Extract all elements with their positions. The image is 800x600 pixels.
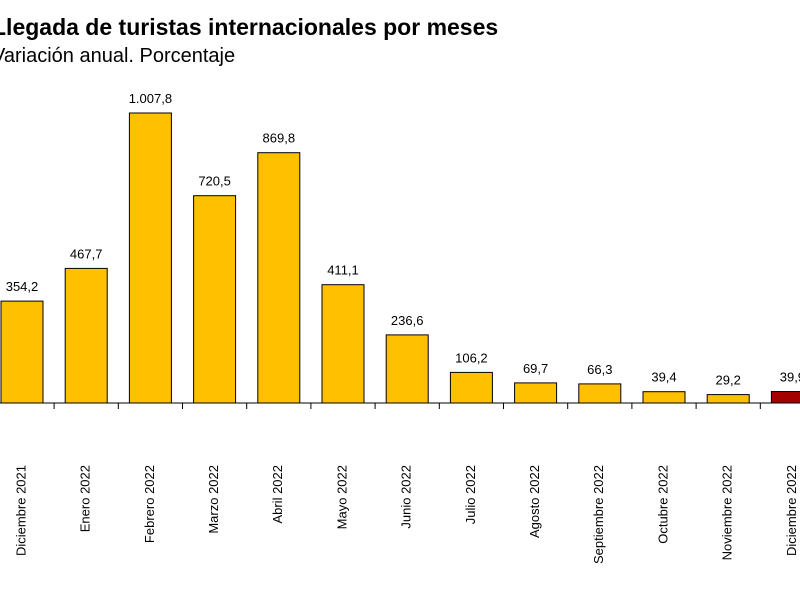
- x-tick-label: Octubre 2022: [655, 465, 670, 544]
- bar: [578, 383, 622, 404]
- bar: [257, 152, 301, 404]
- bar: [770, 391, 800, 404]
- x-tick-label: Diciembre 2021: [13, 465, 28, 556]
- x-tick-label: Septiembre 2022: [591, 465, 606, 564]
- data-label: 869,8: [263, 131, 296, 146]
- x-ticks-group: [53, 403, 761, 409]
- x-tick-label: Abril 2022: [270, 465, 285, 524]
- x-tick-label: Mayo 2022: [334, 465, 349, 529]
- x-tick-label: Febrero 2022: [142, 465, 157, 543]
- data-label: 236,6: [391, 313, 424, 328]
- x-tick-label: Noviembre 2022: [720, 465, 735, 560]
- value-labels-group: 354,2 467,7 1.007,8 720,5 869,8 411,1 236,6 106…: [6, 91, 800, 388]
- chart-subtitle: Variación anual. Porcentaje: [0, 45, 236, 67]
- bar: [514, 382, 558, 404]
- bar: [321, 284, 365, 404]
- bar: [385, 334, 429, 404]
- bar: [193, 195, 237, 404]
- bar: [642, 391, 686, 404]
- x-tick-label: Junio 2022: [399, 465, 414, 529]
- bar: [128, 112, 172, 404]
- data-label: 106,2: [455, 350, 488, 365]
- x-tick-label: Agosto 2022: [527, 465, 542, 538]
- data-label: 39,9: [780, 370, 800, 385]
- data-label: 69,7: [523, 361, 548, 376]
- bar: [706, 394, 750, 404]
- bars-group: [0, 112, 800, 404]
- data-label: 1.007,8: [129, 91, 172, 106]
- x-tick-label: Julio 2022: [463, 465, 478, 524]
- data-label: 411,1: [327, 263, 359, 278]
- data-label: 467,7: [70, 246, 103, 261]
- chart-title: Llegada de turistas internacionales por …: [0, 14, 499, 40]
- data-label: 354,2: [6, 279, 39, 294]
- x-tick-label: Enero 2022: [78, 465, 93, 532]
- data-label: 39,4: [651, 370, 676, 385]
- x-tick-label: Diciembre 2022: [784, 465, 799, 556]
- data-label: 29,2: [716, 373, 741, 388]
- x-tick-label: Marzo 2022: [206, 465, 221, 534]
- x-tick-labels-group: Diciembre 2021 Enero 2022 Febrero 2022 Marz…: [13, 465, 798, 564]
- data-label: 720,5: [198, 174, 231, 189]
- bar: [449, 371, 493, 404]
- bar: [64, 267, 108, 404]
- bar: [0, 300, 44, 404]
- data-label: 66,3: [587, 362, 612, 377]
